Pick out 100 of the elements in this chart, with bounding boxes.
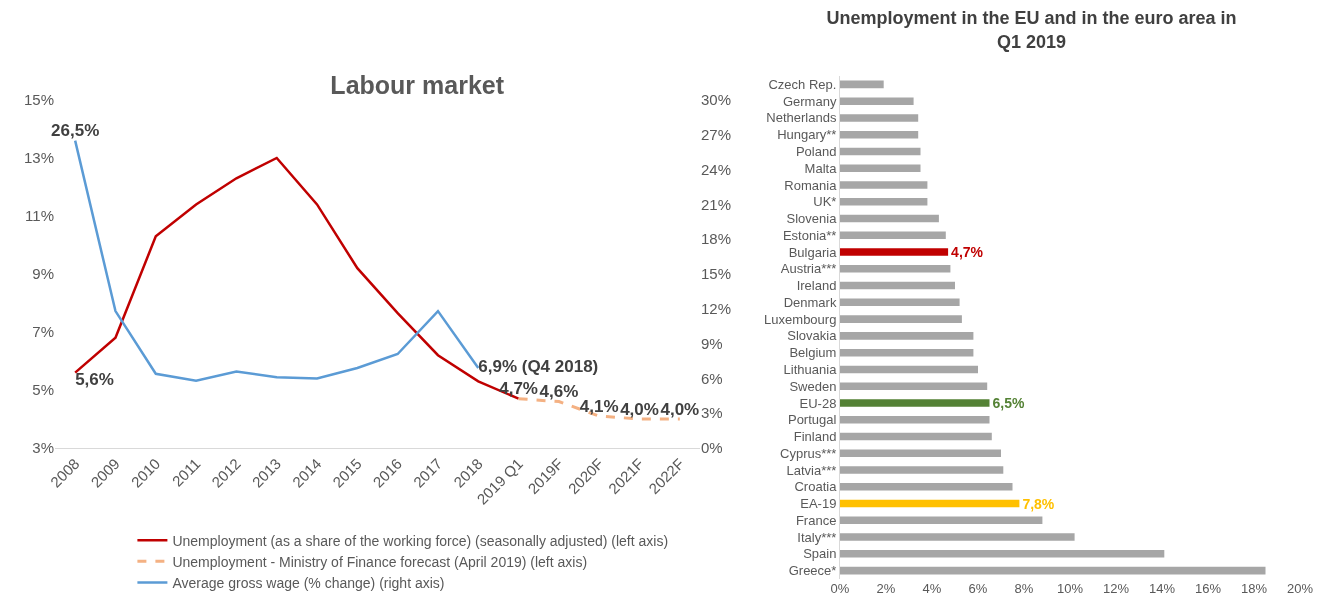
data-label: 4,7% [499,379,538,399]
x-tick-label: 18% [1240,581,1268,596]
y-tick-label: 15% [23,91,54,109]
bar [840,315,962,323]
bar [840,130,919,139]
data-label: 4,7% [951,244,984,261]
y-tick-label: Slovakia [787,328,838,344]
bar [840,181,928,189]
y2-tick-label: 18% [701,230,732,248]
y2-tick-label: 27% [701,126,732,144]
x-tick-label: 14% [1148,581,1176,596]
data-label: 7,8% [1022,495,1055,512]
y2-tick-label: 24% [701,160,732,178]
y2-tick-label: 12% [701,300,732,318]
bar [840,348,974,357]
bar [840,281,955,290]
x-tick-label: 4% [922,581,942,596]
bar [840,415,990,424]
y2-tick-label: 6% [701,369,723,387]
bar [840,214,939,223]
y2-tick-label: 0% [701,439,723,457]
x-tick-label: 16% [1194,581,1222,596]
y2-tick-label: 3% [701,404,723,422]
y-tick-label: 13% [23,149,54,167]
bar [840,483,1013,491]
y-tick-label: Cyprus*** [780,445,837,461]
y-tick-label: Bulgaria [788,244,838,260]
legend-label: Unemployment (as a share of the working force) (seasonally adjusted) (left axis) [172,532,669,549]
bar [840,566,1266,575]
bar [840,382,988,390]
x-tick-label: 12% [1102,581,1130,596]
y2-tick-label: 30% [701,91,732,109]
y-tick-label: Latvia*** [786,462,837,478]
y2-tick-label: 21% [701,195,732,213]
data-label: 6,5% [992,394,1025,411]
bar [840,197,928,206]
data-label: 26,5% [51,121,100,141]
chart-title: Unemployment in the EU and in the euro area in Q1 2019 [826,8,1237,52]
y-tick-label: Hungary** [777,127,837,143]
bar [840,550,1165,558]
y-tick-label: Germany [782,93,837,109]
legend-label: Unemployment - Ministry of Finance forecast (April 2019) (left axis) [172,553,588,570]
bar [840,499,1020,508]
y-tick-label: Czech Rep. [768,76,837,92]
bar [840,147,921,156]
bar [840,533,1075,541]
y-tick-label: Finland [793,429,837,445]
y-tick-label: EU-28 [799,395,837,411]
bar [840,231,946,240]
bar [840,516,1043,525]
x-tick-label: 6% [968,581,988,596]
y-tick-label: 9% [32,265,54,283]
bar [840,466,1004,474]
data-label: 6,9% (Q4 2018) [478,357,599,377]
y-tick-label: 5% [32,381,54,399]
x-tick-label: 20% [1286,581,1314,596]
y-tick-label: 7% [32,323,54,341]
bar [840,248,949,256]
y-tick-label: Portugal [787,412,837,428]
y2-tick-label: 15% [701,265,732,283]
y-tick-label: Estonia** [782,227,837,243]
y-tick-label: Italy*** [797,529,837,545]
y-tick-label: Belgium [789,345,837,361]
y-tick-label: 3% [32,439,54,457]
legend-label: Average gross wage (% change) (right axis) [172,575,445,592]
y-tick-label: Malta [804,160,838,176]
x-tick-label: 8% [1014,581,1034,596]
bar [840,97,914,105]
y-tick-label: Austria*** [780,261,837,277]
y-tick-label: Netherlands [766,110,837,126]
y-tick-label: Ireland [796,278,837,294]
bar [840,449,1001,458]
y2-tick-label: 9% [701,334,723,352]
y-tick-label: Croatia [794,479,838,495]
bar [840,399,990,407]
bar [840,114,919,122]
x-tick-label: 10% [1056,581,1084,596]
y-tick-label: Lithuania [783,361,838,377]
y-tick-label: Romania [784,177,838,193]
y-tick-label: France [795,512,837,528]
y-tick-label: Spain [803,546,837,562]
y-tick-label: Luxembourg [764,311,837,327]
y-tick-label: Sweden [789,378,837,394]
bar [840,332,974,340]
bar [840,80,884,89]
bar [840,365,978,374]
y-tick-label: Slovenia [786,211,838,227]
bar [840,432,992,441]
y-tick-label: EA-19 [800,496,837,512]
bar [840,265,951,273]
data-label: 4,0% [620,399,659,419]
data-label: 5,6% [75,370,114,390]
bar [840,164,921,172]
data-label: 4,1% [579,396,619,416]
y-tick-label: UK* [813,194,837,210]
y-tick-label: Poland [795,144,837,159]
x-tick-label: 0% [830,581,850,596]
x-tick-label: 2% [876,581,896,596]
data-label: 4,0% [660,399,700,419]
y-tick-label: 11% [25,207,54,225]
